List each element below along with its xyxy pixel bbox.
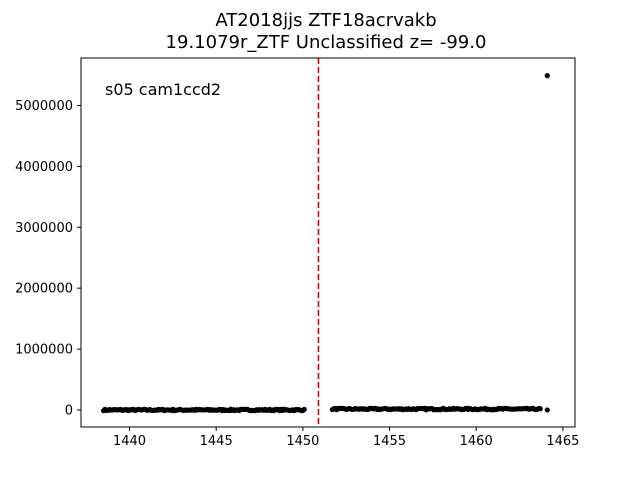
y-tick-label: 4000000 xyxy=(15,160,73,175)
ccd-annotation: s05 cam1ccd2 xyxy=(105,80,221,99)
y-tick-label: 1000000 xyxy=(15,343,73,358)
x-tick-label: 1450 xyxy=(286,434,319,449)
data-point-outlier xyxy=(544,73,550,79)
y-tick-label: 2000000 xyxy=(15,282,73,297)
y-tick-label: 3000000 xyxy=(15,221,73,236)
x-tick-label: 1460 xyxy=(460,434,493,449)
x-tick-label: 1440 xyxy=(113,434,146,449)
x-tick-label: 1445 xyxy=(200,434,233,449)
data-point xyxy=(301,406,307,412)
data-point-outlier xyxy=(544,407,550,413)
chart-title: AT2018jjs ZTF18acrvakb xyxy=(215,10,436,31)
x-tick-label: 1465 xyxy=(546,434,579,449)
y-tick-label: 0 xyxy=(65,403,73,418)
chart-subtitle: 19.1079r_ZTF Unclassified z= -99.0 xyxy=(166,32,487,53)
plot-area-frame xyxy=(80,57,576,428)
data-point xyxy=(537,406,543,412)
x-tick-label: 1455 xyxy=(373,434,406,449)
y-tick-label: 5000000 xyxy=(15,99,73,114)
